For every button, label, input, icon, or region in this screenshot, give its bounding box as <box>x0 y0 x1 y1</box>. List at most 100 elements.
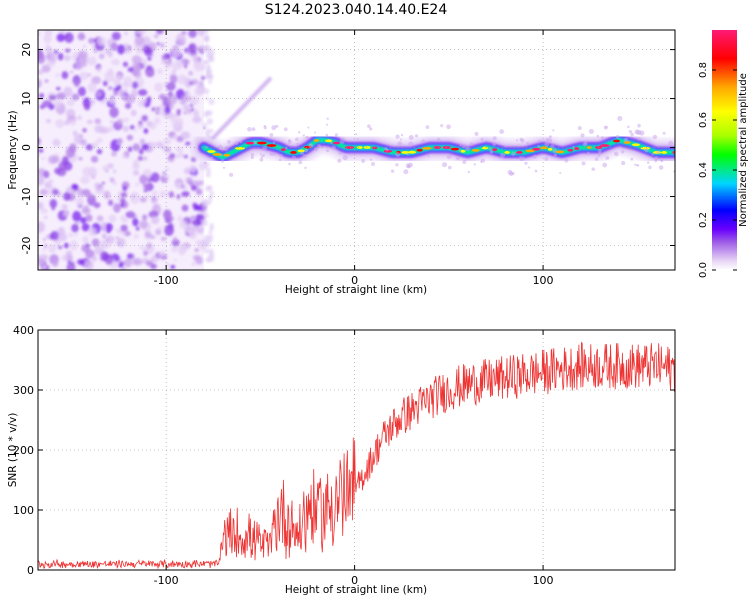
noise-speck <box>146 242 152 249</box>
noise-speck <box>144 46 153 57</box>
spectrogram-x-axis-label: Height of straight line (km) <box>285 284 427 296</box>
noise-speck <box>134 30 144 35</box>
noise-speck <box>98 53 105 60</box>
noise-speck <box>110 96 115 99</box>
ridge-speck <box>361 159 366 163</box>
noise-speck <box>168 63 174 69</box>
noise-speck <box>72 130 78 136</box>
noise-speck <box>176 109 182 113</box>
noise-speck <box>181 191 190 197</box>
noise-speck <box>77 188 84 197</box>
noise-speck <box>172 71 176 76</box>
ridge-speck <box>310 143 313 147</box>
noise-speck <box>141 36 151 46</box>
ridge-speck <box>278 158 282 162</box>
noise-speck <box>177 60 185 68</box>
ridge-hot-spot <box>223 153 231 157</box>
noise-speck <box>58 245 63 250</box>
noise-speck <box>120 197 126 204</box>
noise-speck <box>66 98 75 107</box>
noise-speck <box>151 190 158 196</box>
noise-speck <box>203 248 209 254</box>
noise-speck <box>131 55 142 65</box>
noise-speck <box>45 46 53 55</box>
noise-speck <box>203 88 210 95</box>
ridge-speck <box>250 156 254 160</box>
ridge-hot-spot <box>280 148 286 152</box>
noise-speck <box>116 74 123 82</box>
ridge-speck <box>314 147 319 152</box>
ridge-speck <box>446 154 452 160</box>
noise-speck <box>38 79 42 88</box>
noise-speck <box>78 157 83 161</box>
noise-speck <box>87 82 97 93</box>
noise-speck <box>79 71 89 80</box>
ridge-speck <box>223 146 229 152</box>
noise-speck <box>188 70 194 76</box>
noise-speck <box>68 232 74 238</box>
noise-speck <box>122 61 129 67</box>
ridge-speck <box>298 160 303 165</box>
ridge-hot-spot <box>332 141 340 145</box>
ridge-speck <box>406 153 409 156</box>
noise-speck <box>82 235 89 244</box>
ridge-hot-spot <box>245 141 255 145</box>
ridge-speck <box>385 148 389 152</box>
ridge-hot-spot <box>416 148 423 152</box>
ridge-speck <box>269 151 274 156</box>
noise-speck <box>149 235 156 239</box>
ridge-speck <box>203 161 207 165</box>
noise-speck <box>203 30 210 34</box>
ridge-speck <box>355 133 358 136</box>
ridge-hot-spot <box>672 151 675 154</box>
colorbar-tick-label: 0.6 <box>698 112 709 128</box>
noise-speck <box>44 79 49 83</box>
ridge-speck <box>644 147 649 153</box>
ridge-speck <box>288 162 291 166</box>
noise-speck <box>177 151 185 158</box>
ridge-hot-spot <box>471 148 480 152</box>
noise-speck <box>56 33 65 42</box>
noise-speck <box>137 155 144 161</box>
noise-speck <box>122 153 128 159</box>
ridge-speck <box>356 138 359 141</box>
noise-speck <box>94 118 102 125</box>
noise-speck <box>166 215 174 222</box>
noise-speck <box>124 88 128 93</box>
noise-speck <box>41 248 46 252</box>
noise-speck <box>116 196 120 200</box>
noise-speck <box>64 54 71 62</box>
noise-speck <box>141 114 148 122</box>
ridge-speck <box>467 170 470 174</box>
figure-title: S124.2023.040.14.40.E24 <box>265 2 448 18</box>
noise-speck <box>81 244 91 253</box>
ridge-speck <box>222 166 226 169</box>
ridge-speck <box>397 141 403 147</box>
noise-speck <box>125 94 136 104</box>
noise-speck <box>154 117 161 125</box>
noise-speck <box>156 106 160 112</box>
ridge-speck <box>469 142 474 147</box>
noise-speck <box>38 175 45 185</box>
ridge-hot-spot <box>504 151 510 154</box>
noise-speck <box>72 118 77 122</box>
noise-speck <box>106 163 114 169</box>
colorbar-gradient <box>712 30 737 270</box>
ridge-speck <box>207 142 210 145</box>
ridge-speck <box>202 126 206 130</box>
noise-speck <box>203 208 207 213</box>
noise-speck <box>102 80 108 87</box>
ridge-speck <box>307 126 310 129</box>
noise-speck <box>108 125 114 133</box>
noise-speck <box>66 262 76 270</box>
noise-speck <box>55 119 65 128</box>
noise-speck <box>135 226 140 231</box>
noise-speck <box>111 151 117 157</box>
ridge-hot-spot <box>313 139 320 142</box>
noise-speck <box>183 64 188 69</box>
ridge-speck <box>403 169 409 175</box>
snr-y-axis-label: SNR (10 * v/v) <box>7 413 19 488</box>
noise-speck <box>71 223 79 233</box>
ridge-speck <box>605 125 608 129</box>
noise-speck <box>129 191 140 204</box>
